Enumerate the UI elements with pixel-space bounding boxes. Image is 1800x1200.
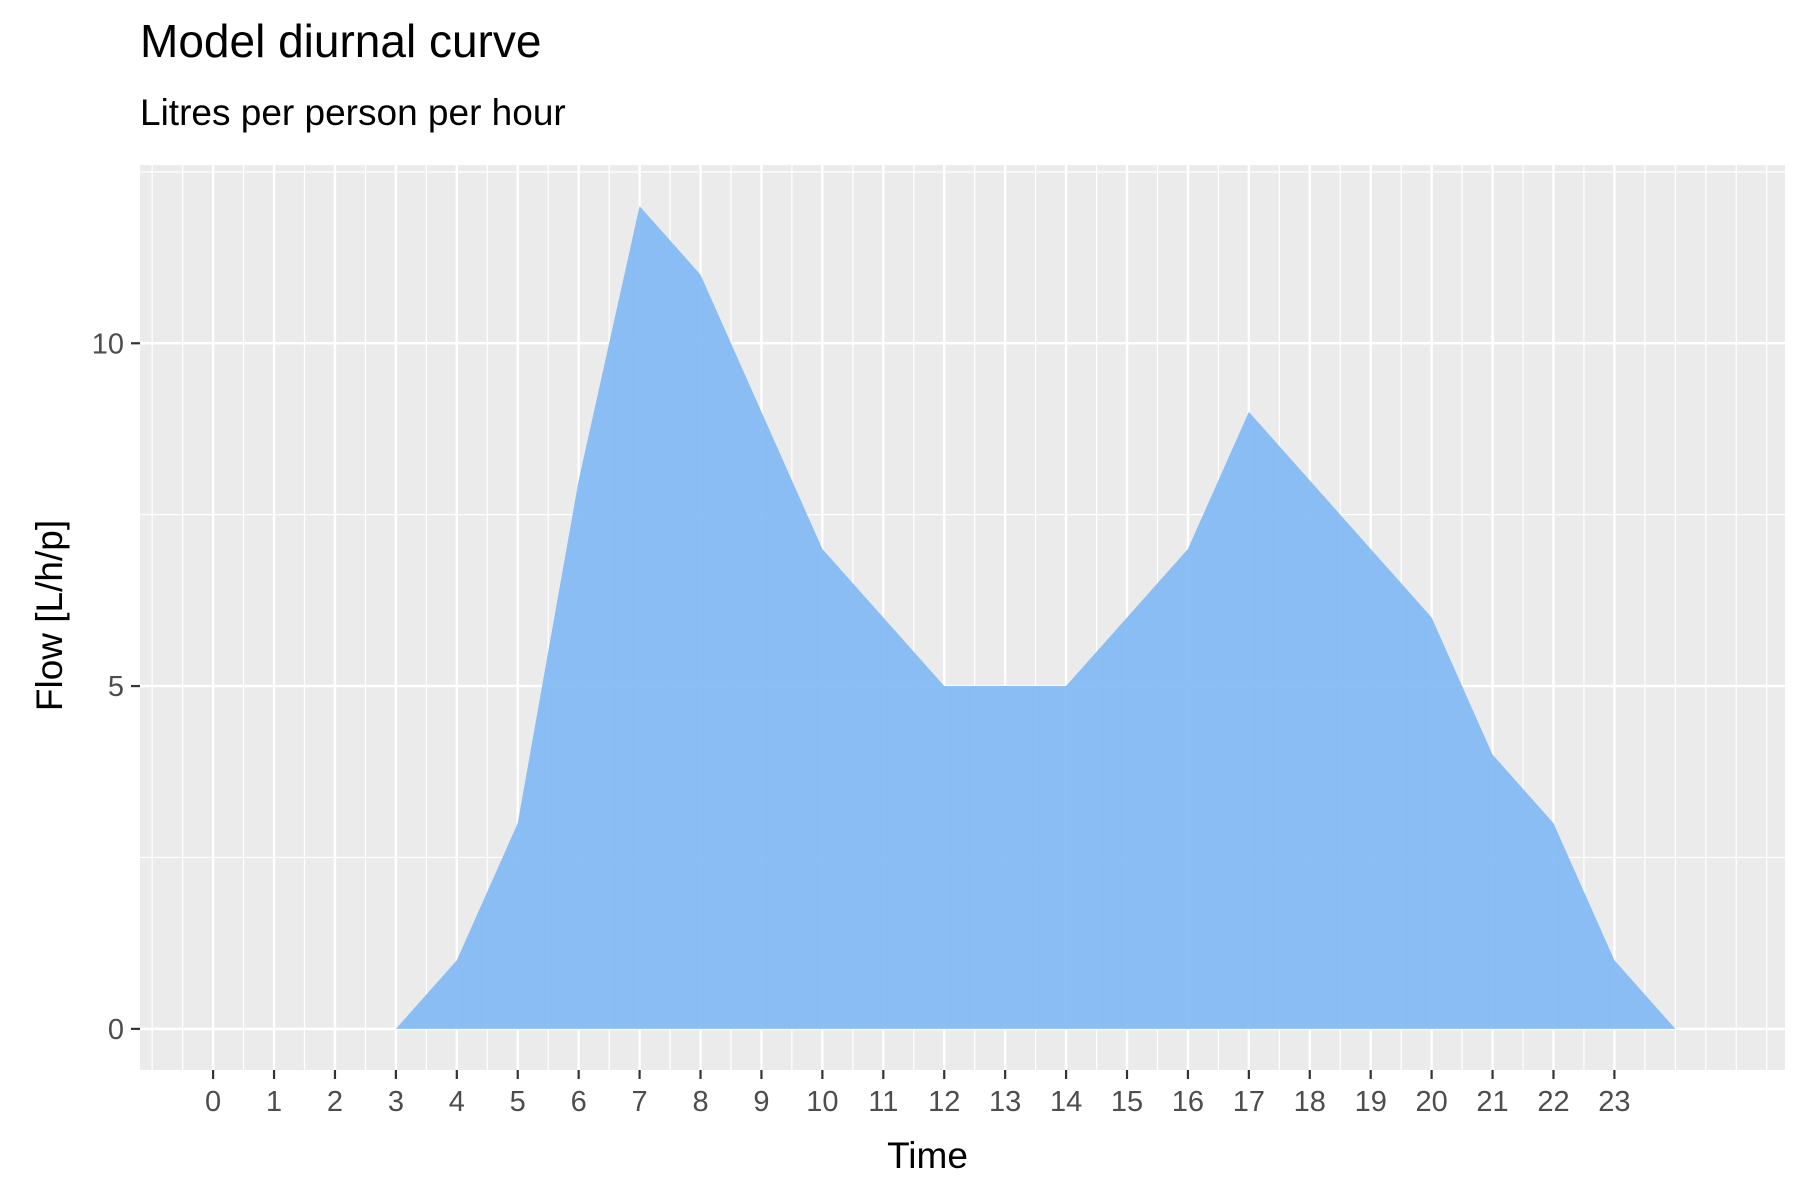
x-tick-label: 4 <box>449 1086 465 1118</box>
x-tick-label: 20 <box>1415 1086 1447 1118</box>
x-tick-label: 23 <box>1598 1086 1630 1118</box>
y-tick-label: 10 <box>92 328 124 360</box>
x-tick-label: 14 <box>1050 1086 1082 1118</box>
x-tick-label: 11 <box>868 1086 898 1118</box>
y-tick-label: 0 <box>108 1014 124 1046</box>
y-tick-label: 5 <box>108 671 124 703</box>
x-tick-label: 0 <box>205 1086 221 1118</box>
x-axis-title: Time <box>887 1135 968 1176</box>
chart-subtitle: Litres per person per hour <box>140 92 566 133</box>
x-tick-label: 21 <box>1476 1086 1508 1118</box>
y-axis-ticks: 0 5 10 <box>92 328 140 1046</box>
chart-title: Model diurnal curve <box>140 15 542 67</box>
flow-area <box>395 206 1676 1029</box>
y-axis-title: Flow [L/h/p] <box>29 520 70 711</box>
x-tick-label: 1 <box>266 1086 282 1118</box>
x-tick-label: 5 <box>510 1086 526 1118</box>
x-tick-label: 19 <box>1355 1086 1387 1118</box>
x-tick-label: 16 <box>1172 1086 1204 1118</box>
x-tick-label: 2 <box>327 1086 343 1118</box>
x-tick-label: 22 <box>1537 1086 1569 1118</box>
x-tick-label: 12 <box>928 1086 960 1118</box>
x-tick-label: 7 <box>632 1086 648 1118</box>
x-tick-label: 3 <box>388 1086 404 1118</box>
x-tick-label: 17 <box>1233 1086 1265 1118</box>
x-tick-label: 10 <box>806 1086 838 1118</box>
x-tick-label: 13 <box>989 1086 1021 1118</box>
x-tick-label: 9 <box>753 1086 769 1118</box>
x-tick-label: 6 <box>571 1086 587 1118</box>
x-tick-label: 18 <box>1294 1086 1326 1118</box>
x-tick-label: 15 <box>1111 1086 1143 1118</box>
x-tick-label: 8 <box>692 1086 708 1118</box>
x-axis-ticks: 0 1 2 3 4 5 6 7 8 9 10 11 12 13 14 15 16 17 18 19 20 21 22 23 <box>205 1070 1631 1118</box>
